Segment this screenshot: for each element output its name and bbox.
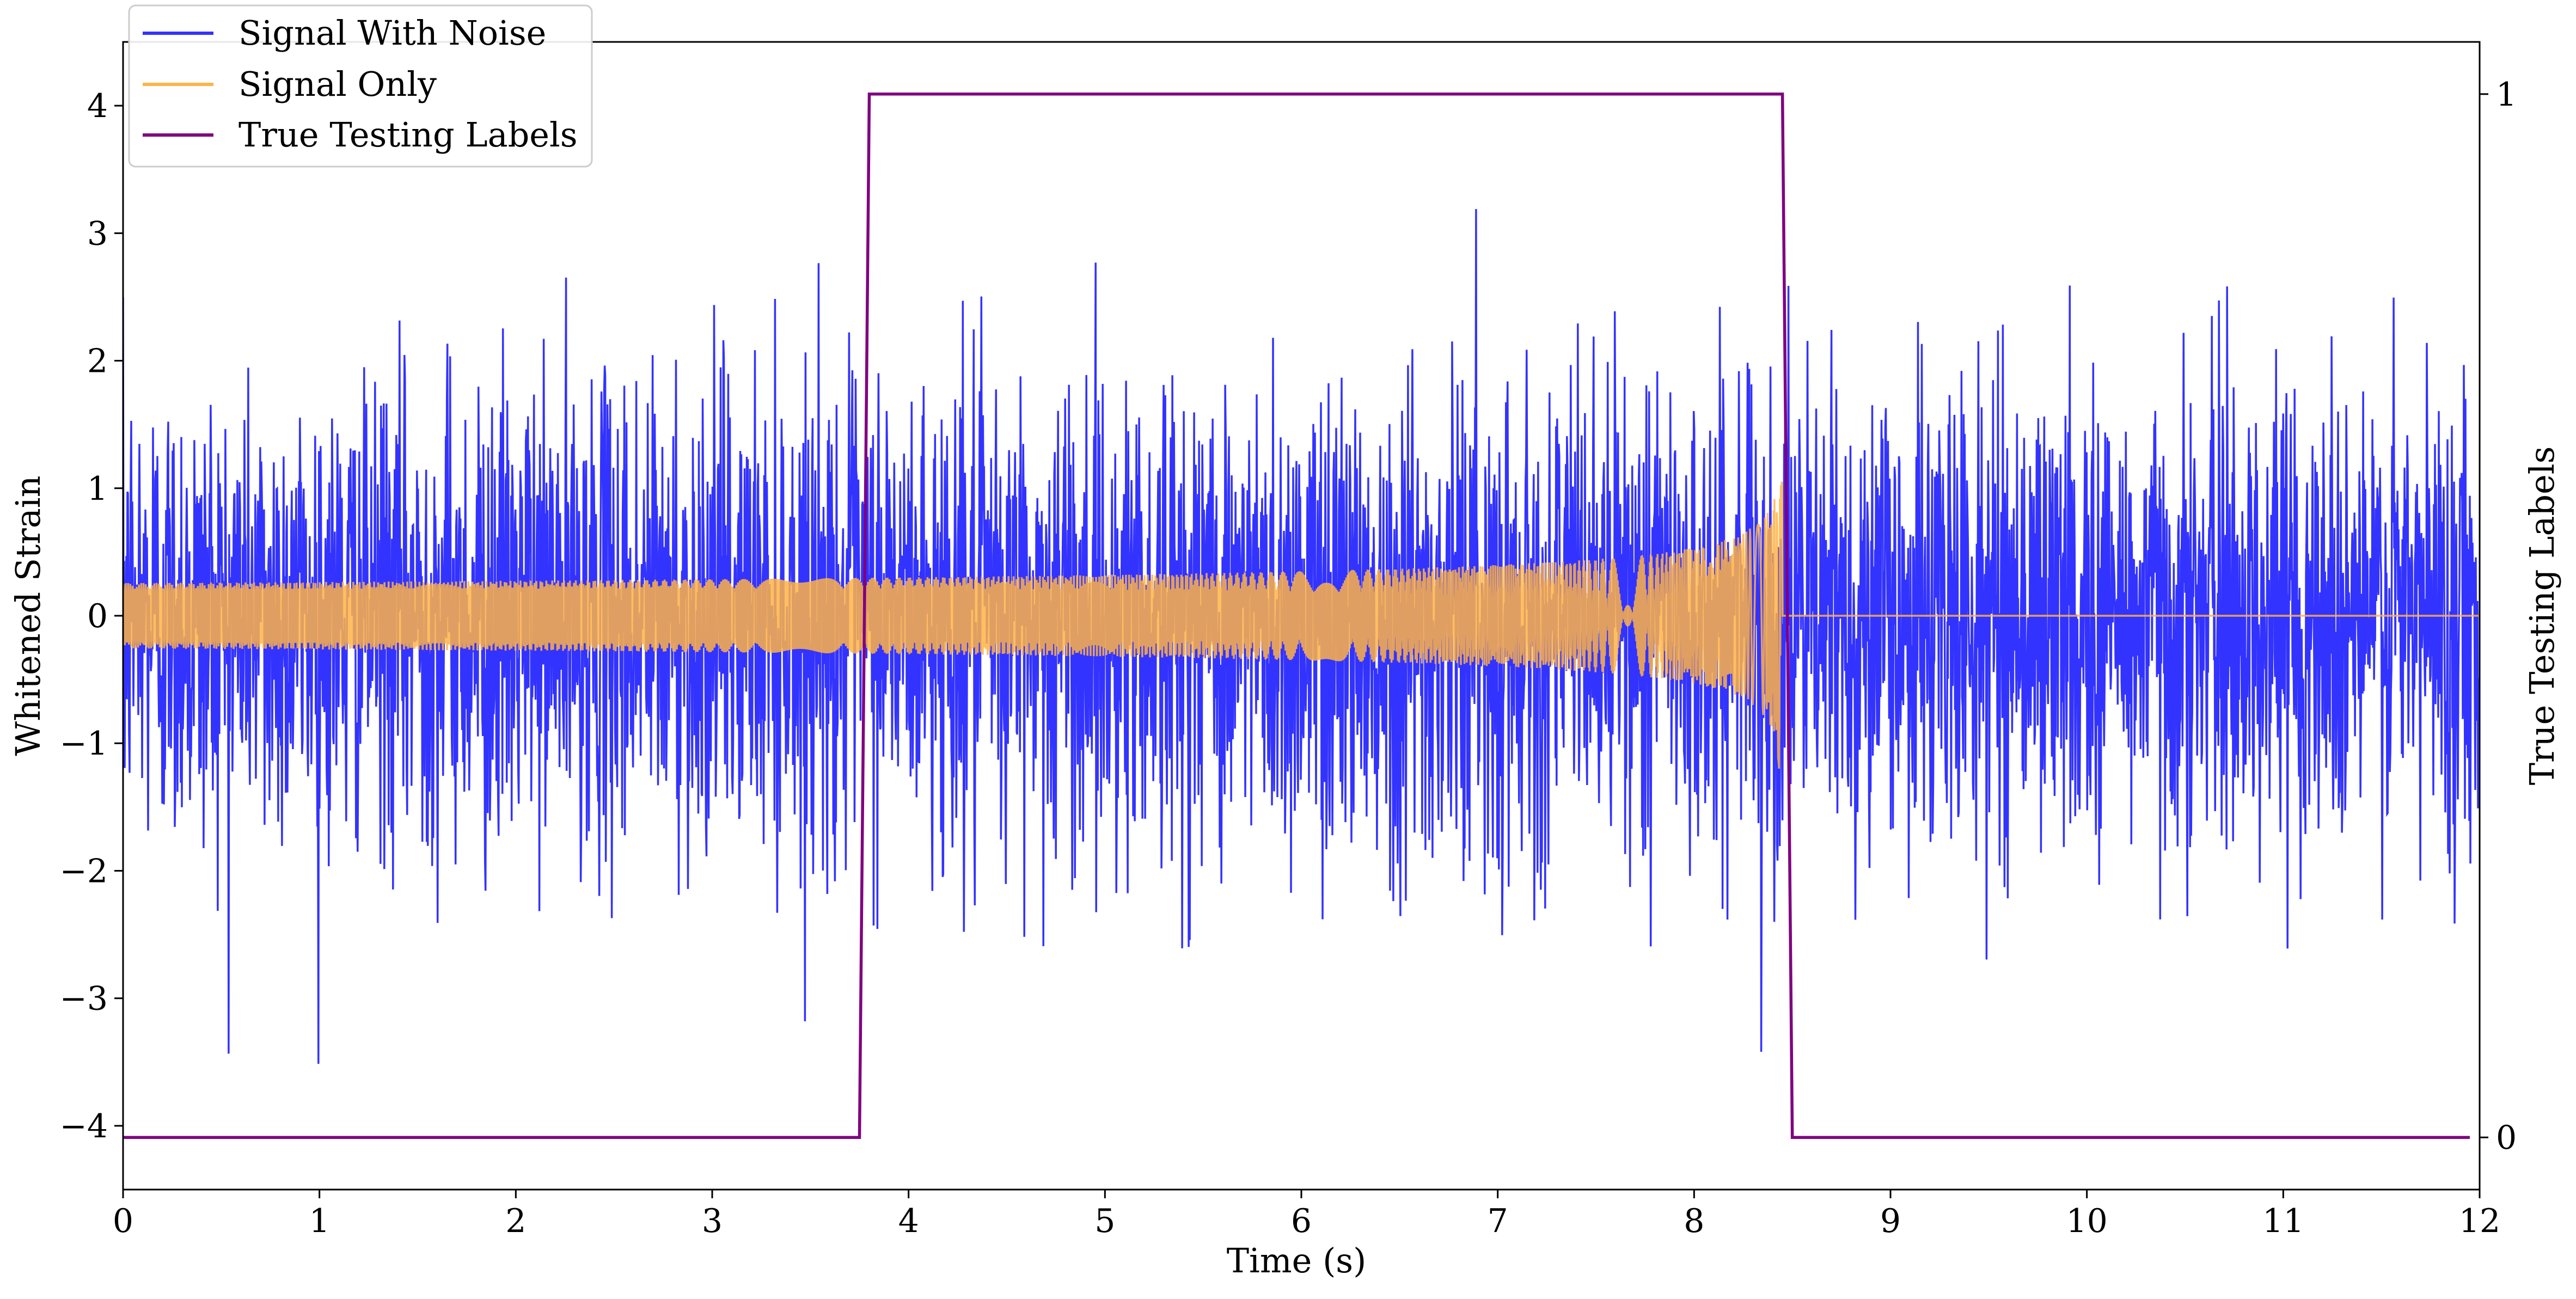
x-tick-label: 11	[2262, 1202, 2304, 1240]
y-tick-label: 3	[87, 215, 108, 253]
y-tick-label: 2	[87, 342, 108, 381]
y-tick-label: −2	[60, 852, 108, 890]
x-axis-label: Time (s)	[1227, 1241, 1367, 1280]
x-tick-label: 2	[505, 1202, 526, 1240]
legend: Signal With Noise Signal Only True Testi…	[128, 4, 593, 168]
x-tick-label: 5	[1094, 1202, 1115, 1240]
x-tick-label: 9	[1880, 1202, 1901, 1240]
x-tick-label: 6	[1291, 1202, 1312, 1240]
legend-box	[128, 4, 593, 168]
x-tick-label: 4	[898, 1202, 919, 1240]
x-tick-label: 0	[113, 1202, 133, 1240]
y-tick-label: 4	[87, 87, 108, 125]
y2-axis-label: True Testing Labels	[2522, 446, 2562, 786]
x-tick-label: 10	[2066, 1202, 2107, 1240]
legend-label-signal-with-noise: Signal With Noise	[238, 13, 546, 53]
y-tick-label: −3	[60, 980, 108, 1018]
legend-label-true-testing-labels: True Testing Labels	[238, 115, 578, 155]
y-tick-label: −1	[60, 725, 108, 763]
plot-area	[123, 93, 2480, 1139]
series-line-true-testing-labels	[123, 93, 2470, 1139]
y2-tick-label: 0	[2496, 1119, 2517, 1157]
y-tick-label: 0	[87, 597, 108, 635]
y-tick-label: 1	[87, 470, 108, 508]
x-tick-label: 12	[2459, 1202, 2500, 1240]
y2-tick-label: 1	[2496, 76, 2517, 114]
x-tick-label: 1	[309, 1202, 330, 1240]
legend-label-signal-only: Signal Only	[238, 64, 437, 104]
x-tick-label: 7	[1488, 1202, 1508, 1240]
x-tick-label: 3	[702, 1202, 723, 1240]
y-axis-label: Whitened Strain	[8, 476, 48, 756]
y-tick-label: −4	[60, 1107, 108, 1145]
x-tick-label: 8	[1684, 1202, 1704, 1240]
series-line-signal-only	[123, 481, 2480, 769]
